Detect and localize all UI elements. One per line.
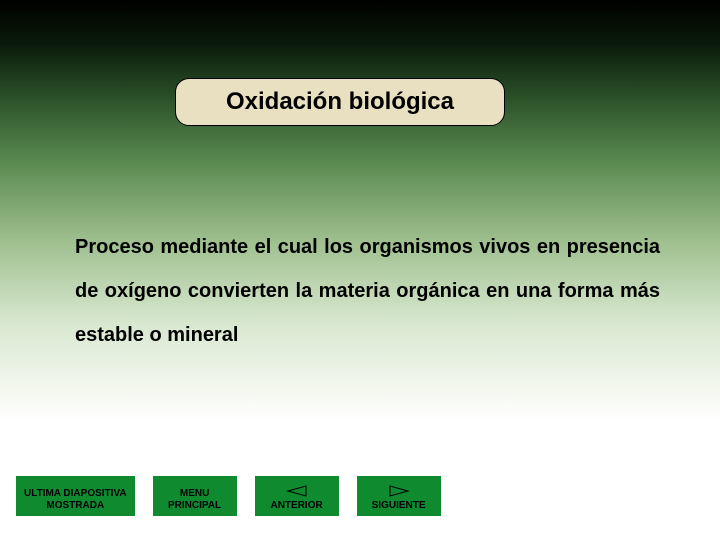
title-box: Oxidación biológica [175, 78, 505, 126]
slide-title: Oxidación biológica [226, 88, 454, 116]
last-slide-button[interactable]: ULTIMA DIAPOSITIVA MOSTRADA [16, 476, 135, 516]
triangle-right-icon [388, 484, 410, 498]
next-label: SIGUIENTE [372, 500, 426, 512]
next-button[interactable]: SIGUIENTE [357, 476, 441, 516]
nav-bar: ULTIMA DIAPOSITIVA MOSTRADA MENU PRINCIP… [16, 476, 441, 516]
main-menu-button[interactable]: MENU PRINCIPAL [153, 476, 237, 516]
main-menu-label: MENU PRINCIPAL [168, 488, 221, 511]
previous-label: ANTERIOR [270, 500, 322, 512]
triangle-left-icon [286, 484, 308, 498]
slide-body-text: Proceso mediante el cual los organismos … [75, 225, 660, 357]
last-slide-label: ULTIMA DIAPOSITIVA MOSTRADA [24, 488, 127, 511]
previous-button[interactable]: ANTERIOR [255, 476, 339, 516]
